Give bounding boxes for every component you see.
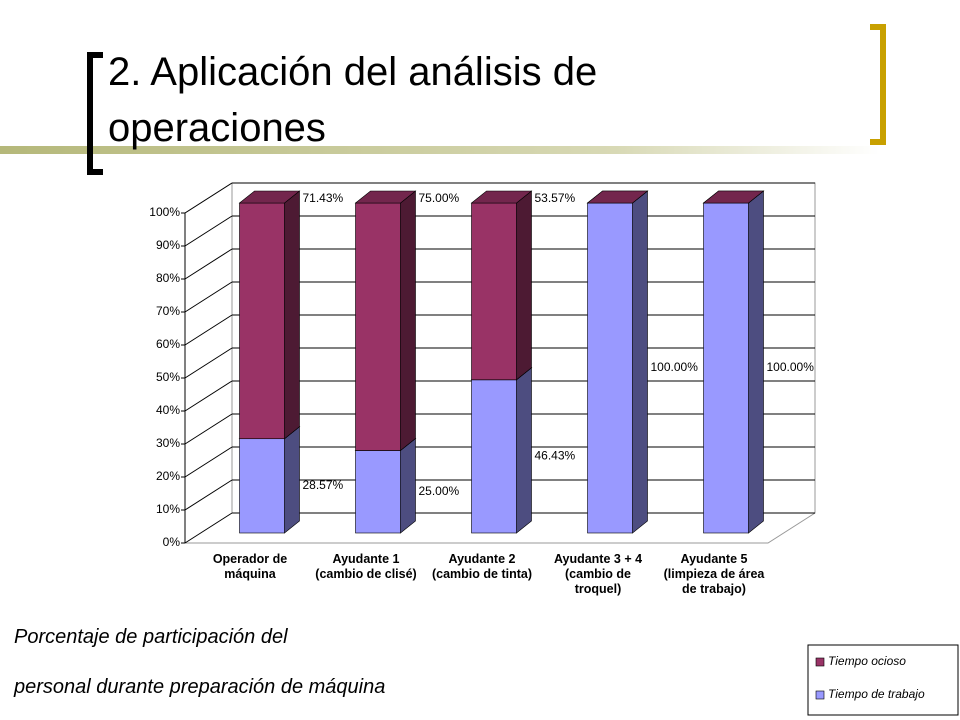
data-label: 53.57%: [535, 191, 576, 205]
bar-side: [632, 190, 648, 534]
grid-line: [184, 446, 233, 478]
legend-label: Tiempo ocioso: [828, 654, 906, 668]
bracket-right: [870, 24, 886, 145]
bar: [587, 202, 633, 534]
y-tick-label: 50%: [156, 370, 180, 384]
grid-line: [184, 314, 233, 346]
y-tick-label: 20%: [156, 469, 180, 483]
bar: [355, 202, 401, 451]
title-rule: [0, 146, 880, 154]
data-label: 28.57%: [303, 478, 344, 492]
bar: [471, 379, 517, 534]
grid-line: [184, 248, 233, 280]
data-label: 100.00%: [651, 360, 699, 374]
bar-top: [238, 190, 301, 204]
x-tick-label: Ayudante 1 (cambio de clisé): [315, 552, 417, 581]
bar: [703, 202, 749, 534]
data-label: 46.43%: [535, 449, 576, 463]
bar: [239, 438, 285, 534]
x-tick-label: Ayudante 5 (limpieza de área de trabajo): [663, 552, 765, 596]
data-label: 100.00%: [767, 360, 815, 374]
y-tick-label: 80%: [156, 271, 180, 285]
data-label: 75.00%: [419, 191, 460, 205]
legend: [807, 644, 959, 716]
grid-line: [184, 281, 233, 313]
caption: Porcentaje de participación del: [14, 626, 288, 648]
bar: [355, 450, 401, 534]
grid-line: [184, 380, 233, 412]
bar-side: [748, 190, 764, 534]
grid-line: [184, 215, 233, 247]
bar-side: [400, 437, 416, 534]
y-tick-label: 100%: [149, 205, 180, 219]
y-tick-label: 70%: [156, 304, 180, 318]
bar-side: [284, 426, 300, 534]
x-tick-label: Ayudante 3 + 4 (cambio de troquel): [553, 552, 643, 596]
legend-swatch: [815, 657, 825, 667]
bar-top: [586, 190, 649, 204]
bar-side: [400, 190, 416, 452]
grid-line: [184, 182, 233, 214]
data-label: 25.00%: [419, 484, 460, 498]
y-tick-label: 0%: [163, 535, 181, 549]
bar: [471, 202, 517, 381]
y-tick-label: 90%: [156, 238, 180, 252]
grid-line: [184, 512, 233, 544]
grid-line: [184, 413, 233, 445]
caption: personal durante preparación de máquina: [14, 676, 386, 698]
y-tick-label: 60%: [156, 337, 180, 351]
bar-top: [702, 190, 765, 204]
title: 2. Aplicación del análisis de operacione…: [108, 50, 598, 150]
bar-side: [284, 190, 300, 440]
x-tick-label: Ayudante 2 (cambio de tinta): [431, 552, 532, 581]
bar-top: [354, 190, 417, 204]
bar-side: [516, 367, 532, 534]
bracket-left: [87, 52, 103, 175]
bar-side: [516, 190, 532, 381]
y-tick-label: 30%: [156, 436, 180, 450]
y-tick-label: 10%: [156, 502, 180, 516]
grid-line: [184, 479, 233, 511]
data-label: 71.43%: [303, 191, 344, 205]
x-tick-label: Operador de máquina: [212, 552, 288, 581]
bar-top: [470, 190, 533, 204]
legend-label: Tiempo de trabajo: [828, 687, 925, 701]
bar: [239, 202, 285, 440]
y-tick-label: 40%: [156, 403, 180, 417]
legend-swatch: [815, 690, 825, 700]
grid-line: [184, 347, 233, 379]
